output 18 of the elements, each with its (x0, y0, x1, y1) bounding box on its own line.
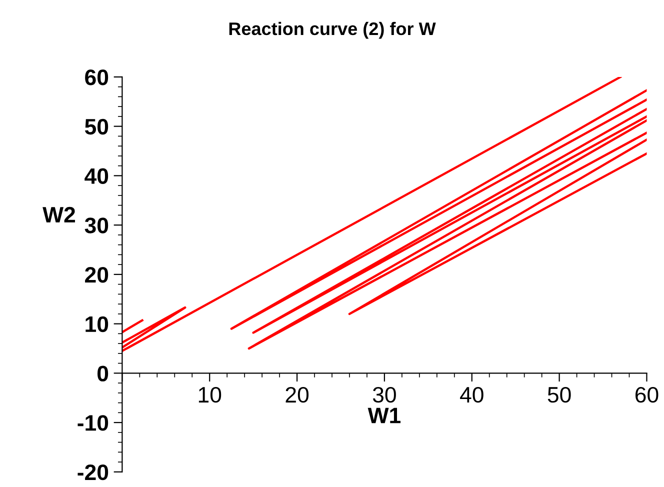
x-axis-title: W1 (368, 408, 401, 424)
y-axis-title: W2 (42, 206, 76, 222)
y-tick-label: -20 (78, 464, 108, 480)
y-tick-label: -10 (78, 415, 108, 431)
y-tick-label: 50 (84, 118, 108, 135)
x-tick-label: 20 (286, 386, 309, 403)
y-tick-label: 10 (86, 316, 108, 332)
y-tick-label: 20 (85, 266, 108, 283)
x-tick-label: 10 (198, 386, 222, 403)
x-tick-label: 60 (636, 386, 658, 403)
y-tick-label: 0 (98, 366, 108, 382)
y-tick-label: 40 (84, 168, 108, 184)
chart-title: Reaction curve (2) for W (229, 22, 436, 39)
y-tick-label: 60 (85, 69, 108, 86)
y-tick-label: 30 (84, 218, 108, 234)
x-tick-label: 30 (372, 386, 396, 403)
x-tick-label: 40 (460, 386, 484, 403)
x-tick-label: 50 (548, 386, 571, 403)
